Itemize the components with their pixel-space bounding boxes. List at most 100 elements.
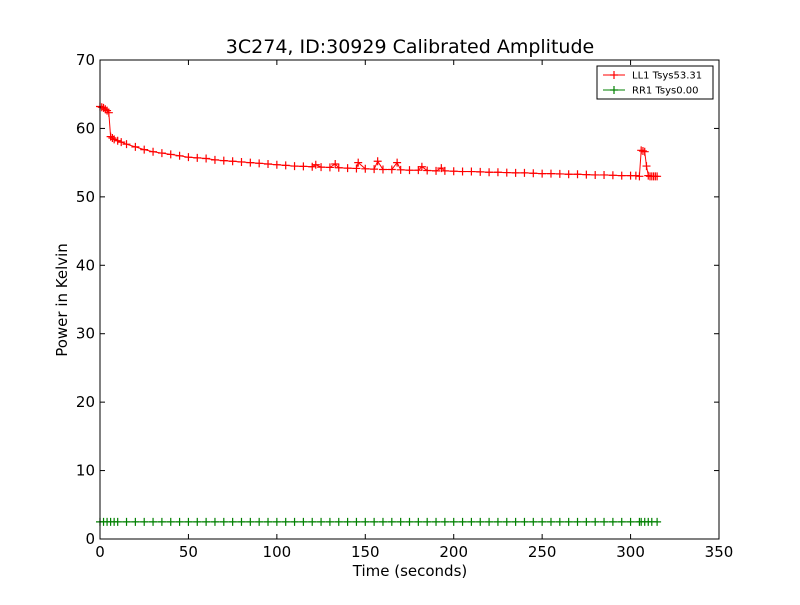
series-1-point — [373, 157, 382, 166]
y-tick-label: 0 — [85, 530, 95, 548]
series-2-point — [299, 517, 308, 526]
series-1-point — [166, 150, 175, 159]
series-1-point — [237, 157, 246, 166]
series-1 — [96, 102, 662, 181]
series-1-point — [417, 162, 426, 171]
series-1-point — [370, 165, 379, 174]
series-2-point — [246, 517, 255, 526]
series-2 — [96, 517, 662, 526]
series-1-point — [631, 171, 640, 180]
series-1-point — [149, 147, 158, 156]
x-tick-label: 350 — [705, 543, 734, 561]
series-1-point — [308, 162, 317, 171]
series-1-point — [432, 166, 441, 175]
series-1-point — [157, 149, 166, 158]
series-2-point — [555, 517, 564, 526]
series-2-point — [113, 517, 122, 526]
series-1-point — [378, 165, 387, 174]
series-2-point — [591, 517, 600, 526]
legend-entry-label: LL1 Tsys53.31 — [632, 71, 702, 82]
x-tick-label: 100 — [263, 543, 292, 561]
series-1-point — [637, 146, 646, 155]
series-2-point — [529, 517, 538, 526]
series-1-point — [246, 158, 255, 167]
series-1-point — [414, 166, 423, 175]
series-1-point — [104, 108, 113, 117]
series-1-line — [99, 106, 658, 177]
series-1-point — [122, 140, 131, 149]
series-1-point — [131, 142, 140, 151]
series-1-point — [485, 168, 494, 177]
series-1-point — [423, 166, 432, 175]
series-1-point — [317, 163, 326, 172]
series-2-point — [626, 517, 635, 526]
series-2-point — [122, 517, 131, 526]
plot-area: 0 50 100 150 200 250 300 350 0 10 20 30 40 50 60 70 — [76, 51, 733, 561]
y-tick-label: 50 — [76, 188, 95, 206]
x-tick-label: 250 — [528, 543, 557, 561]
series-1-point — [638, 147, 647, 156]
series-2-point — [352, 517, 361, 526]
x-tick-label: 300 — [616, 543, 645, 561]
series-1-point — [546, 169, 555, 178]
series-1-point — [264, 160, 273, 169]
series-2-point — [440, 517, 449, 526]
series-2-point — [617, 517, 626, 526]
series-2-point — [317, 517, 326, 526]
series-1-point — [635, 172, 644, 181]
series-1-point — [617, 171, 626, 180]
series-1-point — [393, 158, 402, 167]
series-1-point — [354, 158, 363, 167]
series-2-point — [149, 517, 158, 526]
series-1-point — [202, 154, 211, 163]
series-1-point — [642, 162, 651, 171]
series-1-point — [331, 160, 340, 169]
series-2-point — [157, 517, 166, 526]
series-1-point — [582, 170, 591, 179]
x-tick-label: 200 — [439, 543, 468, 561]
series-1-point — [140, 145, 149, 154]
series-1-point — [193, 153, 202, 162]
series-1-point — [653, 172, 662, 181]
series-2-point — [396, 517, 405, 526]
series-1-point — [97, 103, 106, 112]
series-2-point — [140, 517, 149, 526]
y-tick-label: 60 — [76, 119, 95, 137]
series-1-point — [325, 163, 334, 172]
series-2-point — [573, 517, 582, 526]
series-1-point — [458, 167, 467, 176]
series-1-point — [113, 136, 122, 145]
series-2-point — [237, 517, 246, 526]
series-1-point — [573, 170, 582, 179]
series-1-point — [352, 164, 361, 173]
series-2-point — [405, 517, 414, 526]
series-2-point — [219, 517, 228, 526]
series-1-point — [117, 138, 126, 147]
series-1-point — [520, 168, 529, 177]
series-2-point — [202, 517, 211, 526]
series-1-point — [272, 160, 281, 169]
series-1-point — [108, 134, 117, 143]
legend-entry-label: RR1 Tsys0.00 — [632, 86, 699, 97]
x-tick-label: 150 — [351, 543, 380, 561]
legend-marker — [610, 71, 618, 79]
series-2-point — [290, 517, 299, 526]
series-1-point — [281, 161, 290, 170]
series-2-point — [493, 517, 502, 526]
series-2-point — [334, 517, 343, 526]
x-tick-label: 50 — [179, 543, 198, 561]
series-2-point — [608, 517, 617, 526]
series-2-point — [370, 517, 379, 526]
series-2-point — [175, 517, 184, 526]
series-2-point — [228, 517, 237, 526]
series-1-point — [529, 169, 538, 178]
series-1-point — [255, 159, 264, 168]
legend-box — [596, 65, 714, 100]
series-1-point — [640, 147, 649, 156]
series-2-point — [449, 517, 458, 526]
series-1-point — [555, 169, 564, 178]
series-1-point — [449, 167, 458, 176]
series-1-point — [396, 165, 405, 174]
series-2-point — [476, 517, 485, 526]
series-1-point — [467, 167, 476, 176]
